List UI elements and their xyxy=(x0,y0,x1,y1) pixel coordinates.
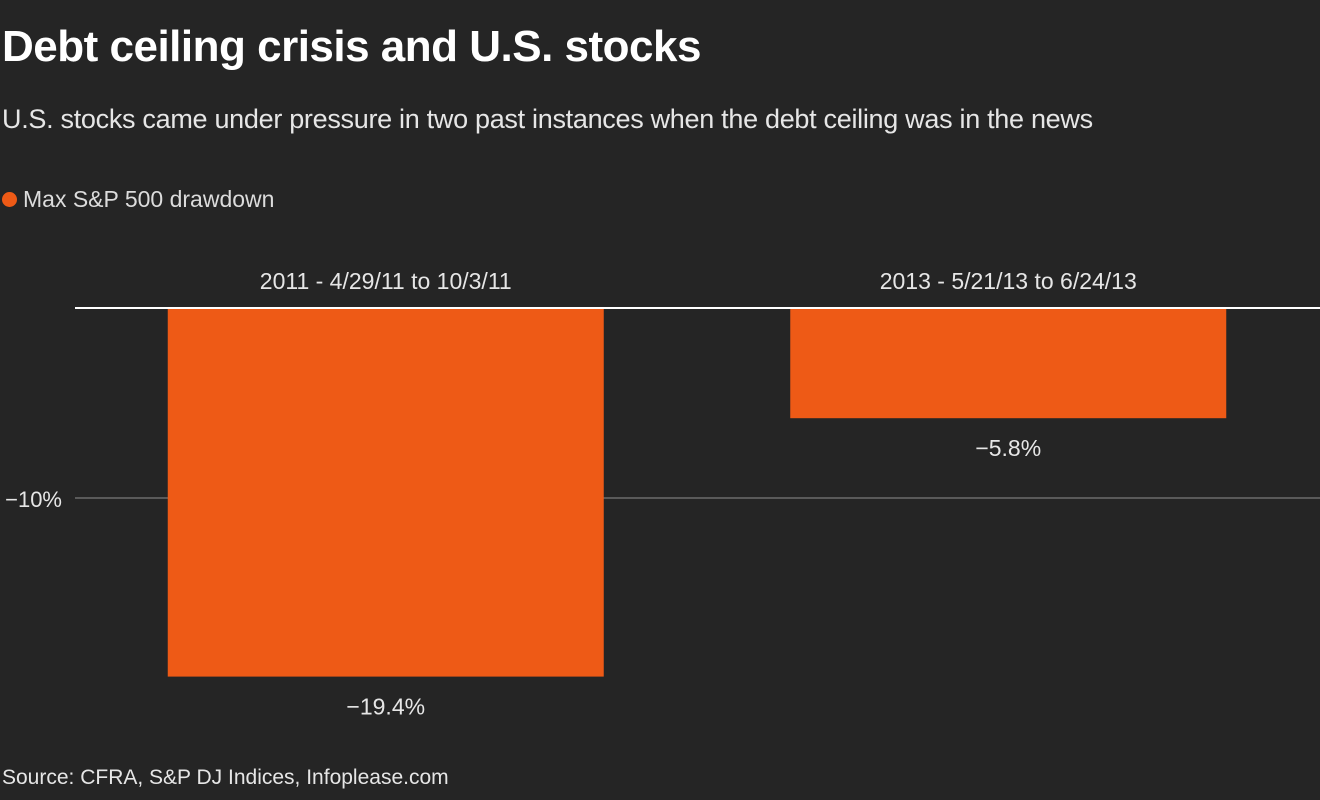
legend: Max S&P 500 drawdown xyxy=(2,186,274,213)
legend-swatch xyxy=(2,192,17,207)
category-label: 2011 - 4/29/11 to 10/3/11 xyxy=(260,268,512,294)
chart-title: Debt ceiling crisis and U.S. stocks xyxy=(2,22,701,71)
bar xyxy=(790,308,1227,419)
category-label: 2013 - 5/21/13 to 6/24/13 xyxy=(880,268,1137,294)
data-label: −19.4% xyxy=(346,694,425,720)
source-note: Source: CFRA, S&P DJ Indices, Infoplease… xyxy=(2,766,449,789)
data-label: −5.8% xyxy=(975,435,1041,461)
chart-subtitle: U.S. stocks came under pressure in two p… xyxy=(2,104,1093,134)
legend-label: Max S&P 500 drawdown xyxy=(23,186,275,212)
bar xyxy=(167,308,604,677)
y-tick-label: −10% xyxy=(5,487,62,512)
